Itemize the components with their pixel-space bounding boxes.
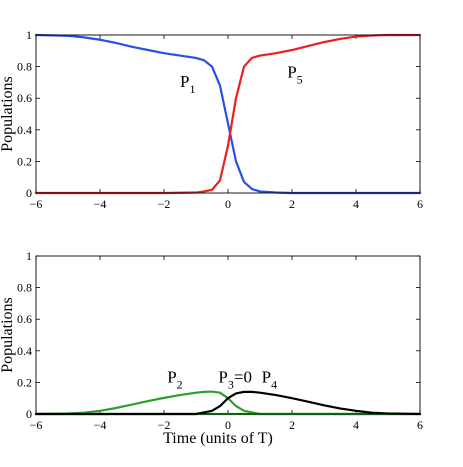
series-line-p1 [34, 33, 422, 195]
series-line-p2 [34, 390, 422, 416]
y-tick-label: 1 [26, 249, 32, 263]
y-tick-label: 0 [26, 186, 32, 200]
annotation-p5: P5 [287, 63, 302, 87]
x-tick-label: 6 [417, 197, 423, 211]
y-tick-label: 0.8 [17, 281, 32, 295]
x-tick-label: −4 [94, 197, 107, 211]
x-tick-label: −4 [94, 418, 107, 432]
x-tick-label: 2 [289, 418, 295, 432]
x-tick-label: 4 [353, 197, 359, 211]
y-tick-label: 0.4 [17, 344, 32, 358]
plot-frame [35, 34, 421, 194]
y-axis-label: Populations [0, 76, 16, 152]
y-tick-label: 0.4 [17, 123, 32, 137]
x-tick-label: 2 [289, 197, 295, 211]
series-label-p2: P2 [167, 367, 182, 391]
x-tick-label: −2 [158, 197, 171, 211]
y-tick-label: 0 [26, 407, 32, 421]
y-axis-label: Populations [0, 297, 16, 373]
x-tick-label: 4 [353, 418, 359, 432]
x-tick-label: −6 [30, 197, 43, 211]
x-tick-label: 0 [225, 197, 231, 211]
series-line-p4 [34, 390, 422, 416]
chart-panel-1: −6 −4 −2 0 2 4 6 0 0.2 0.4 0.6 0.8 1 P1 P5 Populations [0, 28, 423, 211]
y-tick-label: 1 [26, 28, 32, 42]
series-label-p3-0: P3=0 [218, 367, 252, 391]
y-tick-label: 0.2 [17, 375, 32, 389]
y-tick-label: 0.8 [17, 60, 32, 74]
y-tick-label: 0.6 [17, 91, 32, 105]
y-tick-label: 0.6 [17, 312, 32, 326]
x-tick-label: −2 [158, 418, 171, 432]
x-tick-label: 6 [417, 418, 423, 432]
series-line-p5 [34, 33, 422, 195]
x-tick-label: 0 [225, 418, 231, 432]
annotation-p1: P1 [180, 72, 195, 96]
x-axis-label: Time (units of T) [163, 430, 273, 447]
x-tick-label: −6 [30, 418, 43, 432]
plot-frame [35, 255, 421, 415]
chart-panel-2: −6 −4 −2 0 2 4 6 0 0.2 0.4 0.6 0.8 1 P2 P3=0 P4 Populati… [0, 249, 423, 447]
y-tick-label: 0.2 [17, 154, 32, 168]
series-label-p4: P4 [262, 367, 277, 391]
